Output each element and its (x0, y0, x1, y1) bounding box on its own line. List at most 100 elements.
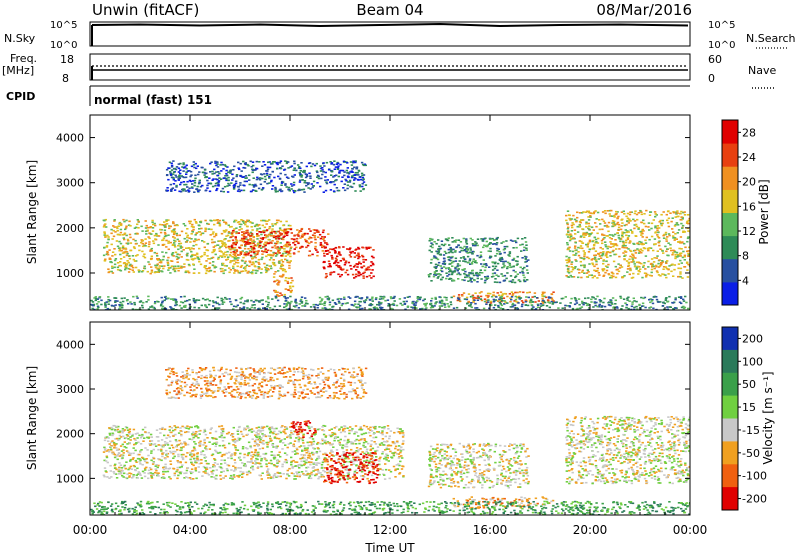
data-cell (378, 302, 381, 305)
data-cell (321, 461, 325, 464)
data-cell (370, 272, 373, 274)
data-cell (452, 248, 455, 251)
data-cell (304, 173, 308, 175)
data-cell (688, 217, 690, 220)
data-cell (579, 260, 582, 263)
data-cell (461, 279, 464, 281)
data-cell (637, 270, 640, 272)
data-cell (190, 186, 194, 188)
data-cell (303, 463, 306, 465)
data-cell (105, 253, 108, 256)
data-cell (346, 181, 350, 183)
data-cell (675, 238, 678, 240)
data-cell (199, 185, 203, 188)
data-cell (509, 239, 513, 242)
data-cell (265, 270, 269, 272)
data-cell (508, 251, 512, 253)
data-cell (383, 478, 387, 480)
data-cell (235, 261, 238, 264)
data-cell (467, 280, 470, 282)
data-cell (594, 304, 597, 307)
data-cell (671, 228, 674, 230)
data-cell (568, 259, 571, 261)
data-cell (269, 254, 273, 257)
data-cell (430, 297, 434, 300)
data-cell (657, 301, 660, 303)
data-cell (171, 298, 175, 300)
data-cell (350, 268, 353, 270)
data-cell (673, 225, 677, 227)
data-cell (381, 433, 384, 436)
data-cell (423, 298, 426, 300)
data-cell (607, 273, 610, 275)
data-cell (445, 272, 448, 274)
data-cell (132, 238, 135, 241)
data-cell (169, 267, 172, 269)
data-cell (362, 188, 365, 191)
data-cell (124, 247, 127, 250)
data-cell (286, 446, 289, 449)
data-cell (211, 170, 214, 173)
data-cell (353, 252, 356, 254)
data-cell (314, 245, 317, 248)
data-cell (268, 176, 271, 178)
data-cell (633, 224, 636, 226)
data-cell (284, 252, 288, 254)
data-cell (664, 274, 667, 276)
data-cell (207, 258, 210, 260)
data-cell (232, 308, 235, 310)
data-cell (653, 267, 656, 270)
data-cell (496, 262, 500, 265)
data-cell (170, 166, 174, 168)
data-cell (186, 170, 190, 172)
power-ylabel: Slant Range [km] (25, 160, 39, 264)
data-cell (682, 300, 686, 302)
data-cell (635, 267, 639, 269)
data-cell (618, 238, 621, 240)
data-cell (148, 232, 152, 235)
data-cell (140, 449, 143, 451)
data-cell (286, 234, 289, 237)
data-cell (355, 459, 358, 462)
data-cell (686, 220, 689, 223)
data-cell (376, 303, 379, 306)
data-cell (429, 306, 433, 309)
data-cell (436, 252, 440, 255)
data-cell (620, 234, 624, 237)
data-cell (220, 299, 223, 302)
data-cell (457, 296, 460, 298)
data-cell (147, 454, 150, 457)
data-cell (635, 261, 639, 264)
data-cell (466, 248, 469, 250)
data-cell (278, 252, 281, 254)
data-cell (672, 275, 675, 277)
data-cell (381, 306, 384, 309)
data-cell (454, 268, 457, 270)
data-cell (190, 238, 193, 240)
data-cell (275, 230, 278, 233)
data-cell (354, 275, 358, 278)
data-cell (266, 268, 270, 270)
data-cell (600, 239, 604, 242)
data-cell (616, 232, 619, 234)
data-cell (247, 242, 250, 244)
data-cell (231, 246, 234, 249)
data-cell (172, 183, 176, 185)
data-cell (635, 225, 639, 228)
data-cell (271, 308, 275, 310)
data-cell (121, 306, 124, 309)
data-cell (327, 168, 331, 171)
data-cell (601, 269, 605, 272)
data-cell (295, 246, 298, 249)
data-cell (118, 306, 122, 308)
data-cell (186, 236, 189, 238)
data-cell (244, 243, 248, 245)
data-cell (345, 169, 348, 172)
data-cell (285, 299, 288, 302)
data-cell (289, 166, 292, 168)
data-cell (564, 296, 567, 298)
data-cell (110, 270, 113, 273)
data-cell (172, 429, 175, 432)
data-cell (322, 191, 325, 193)
data-cell (380, 296, 383, 298)
